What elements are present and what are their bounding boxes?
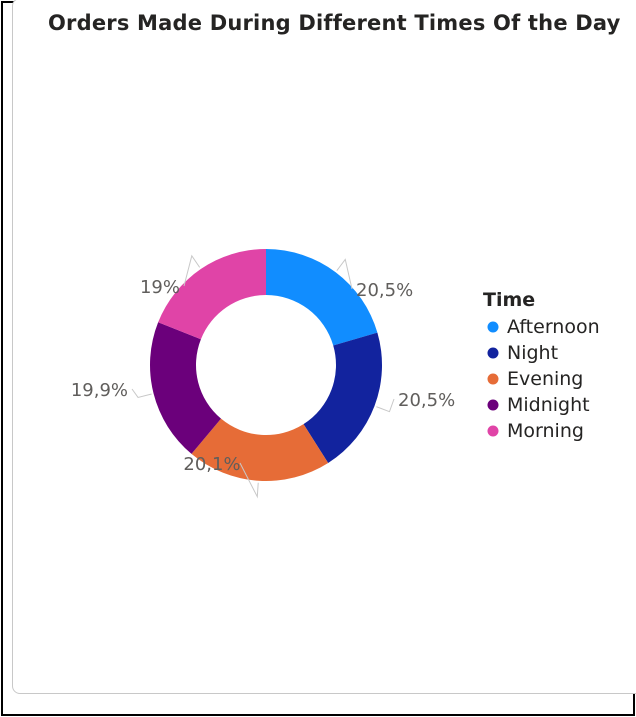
legend-marker-midnight [487, 399, 499, 411]
data-label-night: 20,5% [398, 390, 455, 411]
slice-afternoon[interactable] [266, 249, 378, 346]
legend-label-afternoon[interactable]: Afternoon [507, 316, 600, 338]
leader-line-morning [183, 254, 201, 287]
slice-morning[interactable] [158, 249, 266, 340]
legend-marker-morning [487, 425, 499, 437]
visual-card [12, 0, 636, 694]
legend-marker-afternoon [487, 321, 499, 333]
data-label-afternoon: 20,5% [356, 280, 413, 301]
leader-line-midnight [131, 388, 152, 398]
data-labels-group: 20,5% 20,5% 20,1% 19,9% 19% [71, 277, 455, 475]
legend-label-midnight[interactable]: Midnight [507, 394, 590, 416]
leader-lines-group [131, 254, 395, 499]
slices-group [149, 249, 383, 481]
legend[interactable]: Time Afternoon Night Evening Midnight Mornin… [483, 289, 600, 442]
legend-marker-night [487, 347, 499, 359]
legend-title: Time [483, 289, 535, 311]
data-label-evening: 20,1% [183, 454, 240, 475]
slice-evening[interactable] [191, 418, 329, 481]
slice-midnight[interactable] [149, 322, 222, 454]
data-label-morning: 19% [140, 277, 180, 298]
slice-night[interactable] [303, 332, 383, 463]
leader-line-evening [239, 462, 259, 499]
leader-line-afternoon [336, 258, 353, 290]
chart-title: Orders Made During Different Times Of th… [48, 11, 621, 35]
legend-label-evening[interactable]: Evening [507, 368, 583, 390]
legend-label-night[interactable]: Night [507, 342, 558, 364]
legend-marker-evening [487, 373, 499, 385]
data-label-midnight: 19,9% [71, 380, 128, 401]
leader-line-night [376, 398, 395, 413]
legend-label-morning[interactable]: Morning [507, 420, 584, 442]
